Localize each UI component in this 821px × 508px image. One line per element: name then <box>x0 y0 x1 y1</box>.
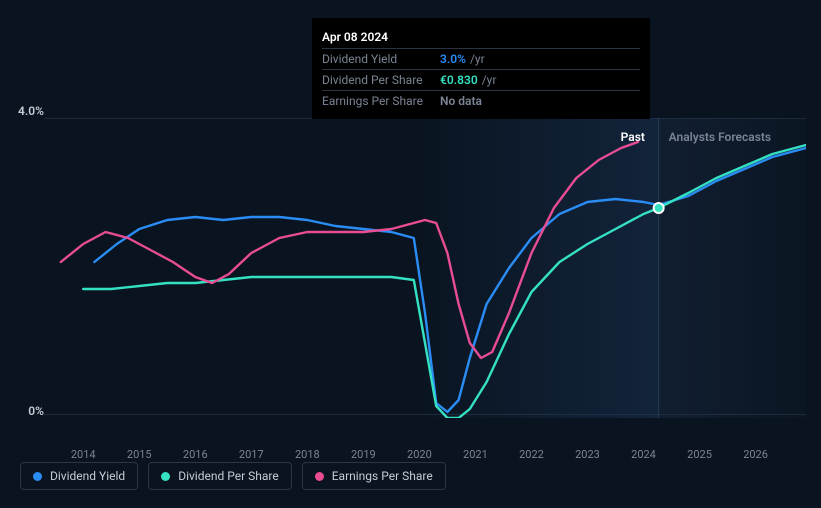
chart-lines <box>44 118 806 418</box>
tooltip-row-unit: /yr <box>482 73 497 87</box>
tooltip-row-label: Dividend Per Share <box>322 73 440 87</box>
tooltip-date: Apr 08 2024 <box>322 26 640 48</box>
tooltip-panel: Apr 08 2024 Dividend Yield3.0%/yrDividen… <box>312 18 650 119</box>
legend-label: Earnings Per Share <box>332 469 433 483</box>
tooltip-row: Dividend Per Share€0.830/yr <box>322 69 640 90</box>
x-tick: 2016 <box>183 448 208 461</box>
x-tick: 2022 <box>519 448 544 461</box>
tooltip-row-label: Earnings Per Share <box>322 94 440 108</box>
x-tick: 2026 <box>743 448 768 461</box>
tooltip-row: Dividend Yield3.0% /yr <box>322 48 640 69</box>
x-tick: 2021 <box>463 448 488 461</box>
x-tick: 2025 <box>687 448 712 461</box>
x-tick: 2017 <box>239 448 264 461</box>
x-tick: 2023 <box>575 448 600 461</box>
legend-item-earnings-per-share[interactable]: Earnings Per Share <box>302 462 446 490</box>
tooltip-row-value: No data <box>440 94 482 108</box>
tooltip-row-value: 3.0% <box>440 52 466 66</box>
x-tick: 2024 <box>631 448 656 461</box>
chart: 4.0% 0% Past Analysts Forecasts 20142015… <box>20 108 806 448</box>
y-axis-bottom-label: 0% <box>28 404 44 418</box>
x-tick: 2014 <box>71 448 96 461</box>
y-axis-top-label: 4.0% <box>18 104 44 118</box>
legend-label: Dividend Per Share <box>178 469 279 483</box>
legend-label: Dividend Yield <box>50 469 125 483</box>
x-tick: 2019 <box>351 448 376 461</box>
tooltip-row-label: Dividend Yield <box>322 52 440 66</box>
tooltip-row-value: €0.830 <box>440 73 478 87</box>
x-tick: 2018 <box>295 448 320 461</box>
legend-dot-icon <box>161 472 170 481</box>
legend-item-dividend-yield[interactable]: Dividend Yield <box>20 462 138 490</box>
tooltip-row-unit: /yr <box>470 52 485 66</box>
legend-item-dividend-per-share[interactable]: Dividend Per Share <box>148 462 292 490</box>
x-tick: 2015 <box>127 448 152 461</box>
tooltip-row: Earnings Per ShareNo data <box>322 90 640 111</box>
legend-dot-icon <box>33 472 42 481</box>
legend-dot-icon <box>315 472 324 481</box>
legend: Dividend Yield Dividend Per Share Earnin… <box>20 462 446 490</box>
x-tick: 2020 <box>407 448 432 461</box>
